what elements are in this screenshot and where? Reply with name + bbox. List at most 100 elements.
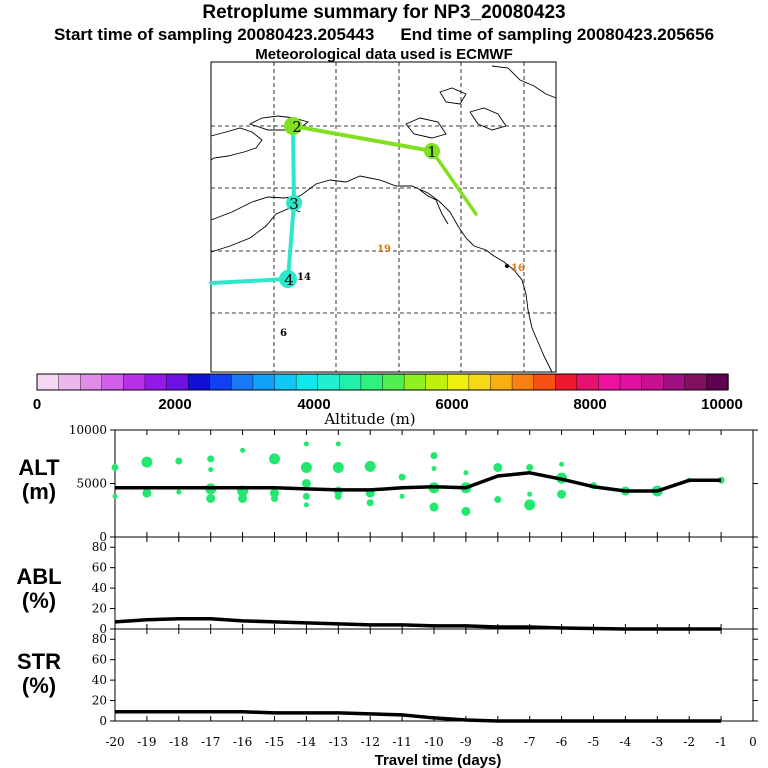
alt-scatter-point [398, 473, 406, 481]
colorbar-tick-2000: 2000 [158, 396, 191, 413]
alt-ytick-label: 5000 [76, 477, 107, 491]
day-marker-1 [424, 143, 440, 159]
x-tick-label: -2 [683, 735, 695, 749]
str-label-line1: STR [17, 649, 61, 674]
x-tick-label: -10 [424, 735, 443, 749]
colorbar-cell [533, 373, 556, 391]
alt-scatter-point [112, 493, 118, 499]
colorbar-frame [36, 373, 729, 391]
alt-scatter-point [176, 489, 182, 495]
abl-label-line1: ABL [16, 564, 62, 589]
map-annotations: 14 19 16 6 [280, 244, 525, 339]
str-label: STR (%) [0, 650, 78, 698]
colorbar: 0 2000 4000 6000 8000 10000 Altitude (m) [33, 373, 743, 428]
x-axis-title: Travel time (days) [375, 752, 502, 768]
colorbar-cell [274, 373, 297, 391]
x-tick-label: -16 [233, 735, 252, 749]
x-tick-label: -17 [201, 735, 220, 749]
abl-label-line2: (%) [21, 588, 57, 613]
colorbar-tick-10000: 10000 [701, 396, 743, 413]
alt-scatter-point [557, 489, 567, 499]
colorbar-cell [576, 373, 600, 391]
x-tick-label: -18 [169, 735, 188, 749]
annotation-16: 16 [511, 263, 525, 274]
colorbar-cell [101, 373, 125, 391]
colorbar-cell [555, 373, 578, 391]
trajectory [209, 124, 478, 285]
colorbar-cell [209, 373, 233, 391]
colorbar-cell [706, 373, 729, 391]
alt-scatter-point [303, 441, 309, 447]
alt-scatter-point [206, 493, 216, 503]
x-tick-label: -4 [620, 735, 632, 749]
arctic-island [439, 87, 467, 105]
x-tick-label: -11 [392, 735, 411, 749]
abl-ytick-label: 40 [92, 581, 107, 595]
colorbar-cell [360, 373, 384, 391]
colorbar-cell [425, 373, 448, 391]
colorbar-cell [187, 373, 211, 391]
colorbar-cell [641, 373, 664, 391]
colorbar-cell [511, 373, 535, 391]
abl-ytick-label: 80 [92, 540, 107, 554]
abl-ytick-label: 20 [92, 602, 107, 616]
greenland-coast [491, 65, 557, 99]
annotation-14: 14 [297, 272, 311, 283]
day-label-2: 2 [292, 118, 302, 136]
colorbar-cell [231, 373, 254, 391]
alt-label-line2: (m) [21, 479, 57, 504]
colorbar-cell [663, 373, 686, 391]
day-marker-3 [286, 195, 302, 211]
x-tick-label: -19 [137, 735, 156, 749]
alt-scatter-point [431, 466, 437, 472]
abl-series-line [114, 617, 722, 631]
x-tick-label: -1 [715, 735, 727, 749]
abl-ytick-label: 0 [99, 622, 107, 636]
colorbar-cell [317, 373, 341, 391]
met-data-label: Meteorological data used is ECMWF [255, 46, 513, 63]
colorbar-cell [123, 373, 146, 391]
colorbar-cell [295, 373, 319, 391]
x-tick-label: -8 [492, 735, 504, 749]
colorbar-cell [490, 373, 513, 391]
alt-ytick-label: 10000 [69, 423, 107, 437]
trajectory-segment-day3 [291, 124, 296, 205]
alt-scatter-point [302, 492, 310, 500]
day-marker-4 [279, 270, 297, 288]
alt-scatter-point [559, 461, 565, 467]
str-ytick-label: 60 [92, 653, 107, 667]
str-ytick-label: 0 [99, 714, 107, 728]
x-tick-label: -7 [524, 735, 536, 749]
x-tick-label: -13 [329, 735, 348, 749]
day-label-3: 3 [289, 195, 299, 213]
trajectory-segment-day4 [286, 201, 296, 281]
abl-label: ABL (%) [0, 565, 78, 613]
annotation-19: 19 [377, 244, 391, 255]
day-label-4: 4 [284, 271, 294, 289]
alt-scatter-point [366, 499, 374, 507]
colorbar-cell [684, 373, 708, 391]
day-marker-2 [284, 117, 302, 135]
alt-scatter-point [269, 453, 280, 465]
alt-scatter-point [207, 455, 215, 463]
sampling-times: Start time of sampling 20080423.205443 En… [0, 25, 768, 45]
alt-scatter-point [494, 496, 502, 504]
alt-scatter-point [142, 488, 152, 498]
alt-scatter-point [303, 502, 309, 508]
colorbar-tick-4000: 4000 [297, 396, 330, 413]
x-tick-label: 0 [749, 735, 757, 749]
alt-scatter-point [300, 461, 312, 473]
alt-ytick-label: 0 [99, 530, 107, 544]
alt-scatter-point [335, 441, 341, 447]
alt-scatter-point [208, 467, 214, 473]
str-ytick-label: 40 [92, 673, 107, 687]
alt-scatter-point [527, 491, 533, 497]
colorbar-cell [36, 373, 60, 391]
abl-panel-frame [114, 536, 754, 630]
str-ytick-label: 20 [92, 694, 107, 708]
alt-label-line1: ALT [18, 455, 60, 480]
alt-scatter-point [111, 463, 119, 471]
alt-scatter-point [364, 460, 376, 472]
northern-island [248, 115, 309, 131]
alt-scatter-point [493, 462, 503, 472]
